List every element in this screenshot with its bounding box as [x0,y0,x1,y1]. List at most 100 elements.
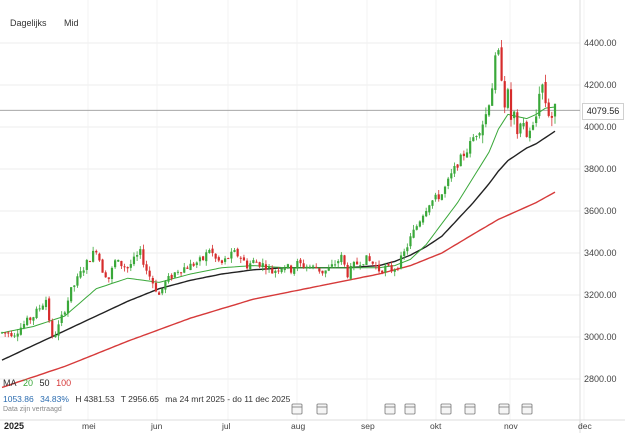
ma100-label[interactable]: 100 [56,378,72,388]
candle-body [114,260,117,268]
candle-body [54,334,57,338]
candle-body [0,332,4,334]
candle-body [289,265,293,273]
calendar-event-icon [404,403,416,415]
candle-body [522,122,525,127]
candle-body [352,262,356,267]
candle-body [264,264,268,270]
candle-body [305,266,308,268]
candle-body [107,277,110,279]
candle-body [475,136,478,138]
candle-body [227,258,230,260]
candle-body [10,333,13,337]
candle-body [494,55,497,90]
candle-body [192,263,195,266]
calendar-event-icon [291,403,303,415]
candle-body [286,264,290,268]
candle-body [245,260,249,269]
candle-body [88,261,92,263]
x-month-label: okt [430,421,442,431]
candle-body [201,256,205,261]
candle-body [32,317,35,321]
price-stats: 1053.86 34.83% H 4381.53 T 2956.65 ma 24… [3,394,294,404]
y-tick-label: 4400.00 [584,38,617,48]
candle-body [535,116,538,124]
change-value: 1053.86 [3,394,34,404]
timeframe-selector[interactable]: Dagelijks [10,18,47,28]
candle-body [516,112,519,135]
candle-body [453,166,456,174]
candle-body [302,263,305,268]
candle-body [167,275,170,282]
candle-body [161,288,164,294]
candle-body [48,298,51,321]
candle-body [271,268,274,274]
candle-body [321,270,324,274]
candle-body [346,264,349,278]
candle-body [308,266,312,268]
ma-legend: MA 20 50 100 [3,378,75,388]
candle-body [132,256,136,265]
candle-body [220,260,224,263]
date-range: ma 24 mrt 2025 - do 11 dec 2025 [165,394,291,404]
candle-body [340,254,343,263]
candle-body [412,229,415,238]
candle-body [38,308,41,310]
candle-body [73,285,76,287]
candle-body [41,305,44,310]
calendar-event-icon [440,403,452,415]
candle-body [484,114,487,125]
calendar-event-icon [521,403,533,415]
candle-body [120,260,123,267]
high-value: H 4381.53 [75,394,115,404]
candle-body [13,335,16,337]
x-month-label: jun [150,421,163,431]
candle-body [104,272,107,278]
candle-body [387,264,390,266]
candle-body [35,308,38,319]
candle-body [431,200,434,206]
candle-body [440,194,443,200]
candle-body [374,265,378,267]
candle-body [333,264,337,266]
candle-body [481,124,484,136]
candle-body [384,265,387,273]
candle-body [249,263,252,270]
x-month-label: dec [578,421,592,431]
candle-body [553,103,557,117]
ma50-label[interactable]: 50 [39,378,50,388]
candle-body [425,211,428,217]
candle-body [176,271,180,273]
y-tick-label: 2800.00 [584,374,617,384]
candle-body [151,277,154,284]
candle-body [293,268,296,274]
x-month-label: jul [221,421,231,431]
candle-body [528,130,531,139]
candle-body [233,250,236,252]
y-tick-label: 4200.00 [584,80,617,90]
candle-body [70,287,73,302]
candle-body [513,111,516,119]
candle-body [437,194,440,200]
candle-body [158,292,161,295]
candle-body [26,317,29,326]
candle-body [29,317,32,321]
candle-body [19,327,22,335]
ma100-line [1,191,556,389]
candle-body [195,262,198,266]
x-month-label: aug [291,421,305,431]
ma-label: MA [3,378,17,388]
ma20-label[interactable]: 20 [23,378,34,388]
candle-body [415,226,418,230]
candle-body [447,178,450,186]
candle-body [208,249,211,253]
candle-body [478,133,481,136]
price-type-selector[interactable]: Mid [64,18,79,28]
y-tick-label: 4000.00 [584,122,617,132]
candle-body [255,261,258,263]
candle-body [491,88,494,106]
candle-body [368,256,371,261]
candle-body [531,125,535,130]
candle-body [110,267,114,280]
y-tick-label: 3600.00 [584,206,617,216]
